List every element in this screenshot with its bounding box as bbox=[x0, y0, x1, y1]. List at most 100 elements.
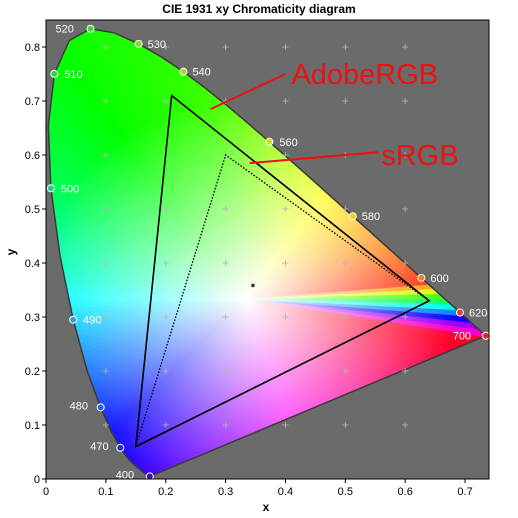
grid-plus bbox=[402, 368, 409, 374]
gamut-adobergb-triangle bbox=[134, 94, 431, 448]
grid-plus bbox=[282, 314, 289, 320]
wavelength-marker-580 bbox=[348, 212, 357, 221]
x-tick-label: 0.3 bbox=[218, 486, 233, 498]
grid-plus bbox=[402, 314, 409, 320]
grid-plus bbox=[162, 422, 169, 428]
wavelength-marker-520 bbox=[86, 24, 95, 33]
x-tick-label: 0.2 bbox=[158, 486, 173, 498]
wavelength-label-700: 700 bbox=[453, 331, 471, 343]
plot-frame bbox=[45, 19, 490, 480]
wavelength-marker-480 bbox=[96, 403, 105, 412]
y-tick-label: 0.5 bbox=[25, 204, 40, 216]
x-tick-label: 0 bbox=[43, 486, 49, 498]
grid-plus bbox=[102, 260, 109, 266]
grid-plus bbox=[282, 206, 289, 212]
grid-plus bbox=[102, 368, 109, 374]
x-tick-label: 0.4 bbox=[278, 486, 293, 498]
wavelength-marker-400 bbox=[145, 472, 154, 481]
wavelength-marker-490 bbox=[69, 315, 78, 324]
grid-plus bbox=[222, 44, 229, 50]
wavelength-marker-700 bbox=[481, 331, 490, 340]
gamut-triangles: AdobeRGB sRGB bbox=[134, 59, 459, 448]
grid-plus bbox=[102, 44, 109, 50]
grid-plus bbox=[342, 206, 349, 212]
grid-plus bbox=[162, 98, 169, 104]
grid-plus bbox=[162, 44, 169, 50]
grid-plus bbox=[402, 44, 409, 50]
wavelength-marker-470 bbox=[116, 443, 125, 452]
wavelength-label-530: 530 bbox=[148, 39, 166, 51]
y-axis-ticks: 0 0.1 0.2 0.3 0.4 0.5 0.6 0.7 0.8 bbox=[25, 42, 46, 486]
grid-plus bbox=[162, 314, 169, 320]
y-tick-label: 0.1 bbox=[25, 420, 40, 432]
grid-plus bbox=[102, 314, 109, 320]
wavelength-label-470: 470 bbox=[90, 441, 108, 453]
wavelength-label-600: 600 bbox=[430, 273, 448, 285]
wavelength-label-510: 510 bbox=[64, 69, 82, 81]
gamut-adobergb-label: AdobeRGB bbox=[291, 59, 438, 91]
grid-plus bbox=[102, 152, 109, 158]
wavelength-marker-600 bbox=[417, 273, 426, 282]
y-tick-label: 0.8 bbox=[25, 42, 40, 54]
grid-plus bbox=[282, 422, 289, 428]
white-point bbox=[251, 283, 255, 288]
gamut-srgb-triangle bbox=[134, 153, 431, 448]
wavelength-marker-560 bbox=[265, 137, 274, 146]
wavelength-markers: 400 470 480 490 500 510 520 530 540 560 580 600 620 7… bbox=[46, 24, 490, 481]
grid-plus bbox=[342, 314, 349, 320]
grid-plus bbox=[162, 368, 169, 374]
y-tick-label: 0.4 bbox=[25, 258, 40, 270]
grid-plus bbox=[342, 260, 349, 266]
y-tick-label: 0.2 bbox=[25, 366, 40, 378]
wavelength-label-500: 500 bbox=[61, 183, 79, 195]
y-tick-label: 0.7 bbox=[25, 96, 40, 108]
wavelength-label-580: 580 bbox=[362, 211, 380, 223]
wavelength-marker-500 bbox=[46, 184, 55, 193]
grid-plus bbox=[102, 422, 109, 428]
y-tick-label: 0.3 bbox=[25, 312, 40, 324]
grid-plus bbox=[402, 260, 409, 266]
grid-plus bbox=[222, 314, 229, 320]
grid-plus bbox=[102, 206, 109, 212]
wavelength-label-620: 620 bbox=[469, 308, 487, 320]
grid-plus bbox=[222, 422, 229, 428]
y-tick-label: 0.6 bbox=[25, 150, 40, 162]
grid-plus bbox=[222, 368, 229, 374]
grid-plus bbox=[282, 44, 289, 50]
wavelength-marker-620 bbox=[455, 308, 464, 317]
wavelength-label-400: 400 bbox=[116, 469, 134, 481]
grid-plus bbox=[402, 206, 409, 212]
grid-plus bbox=[342, 422, 349, 428]
grid-plus bbox=[162, 206, 169, 212]
white-point-dot bbox=[251, 283, 255, 288]
x-tick-label: 0.7 bbox=[457, 486, 472, 498]
y-tick-label: 0 bbox=[34, 474, 40, 486]
x-axis-ticks: 0 0.1 0.2 0.3 0.4 0.5 0.6 0.7 bbox=[43, 479, 473, 498]
gamut-srgb-leader bbox=[249, 151, 379, 165]
grid-plus bbox=[162, 260, 169, 266]
gamut-srgb-label: sRGB bbox=[381, 140, 458, 172]
grid-plus bbox=[282, 260, 289, 266]
grid-plus bbox=[402, 98, 409, 104]
grid-plus bbox=[222, 260, 229, 266]
grid-plus bbox=[282, 152, 289, 158]
wavelength-marker-510 bbox=[50, 69, 59, 78]
wavelength-label-540: 540 bbox=[192, 67, 210, 79]
x-tick-label: 0.6 bbox=[398, 486, 413, 498]
gamut-adobergb-leader bbox=[210, 73, 286, 111]
grid-plus bbox=[222, 206, 229, 212]
x-tick-label: 0.5 bbox=[338, 486, 353, 498]
y-axis-title: y bbox=[4, 248, 18, 255]
wavelength-label-520: 520 bbox=[55, 24, 73, 36]
wavelength-label-560: 560 bbox=[279, 137, 297, 149]
wavelength-marker-530 bbox=[134, 39, 143, 48]
spectral-locus-outline bbox=[47, 27, 488, 478]
wavelength-marker-540 bbox=[179, 67, 188, 76]
grid-plus bbox=[102, 98, 109, 104]
grid-plus bbox=[342, 44, 349, 50]
grid-plus bbox=[282, 98, 289, 104]
x-axis-title: x bbox=[263, 500, 270, 514]
grid-plus bbox=[342, 368, 349, 374]
x-tick-label: 0.1 bbox=[98, 486, 113, 498]
